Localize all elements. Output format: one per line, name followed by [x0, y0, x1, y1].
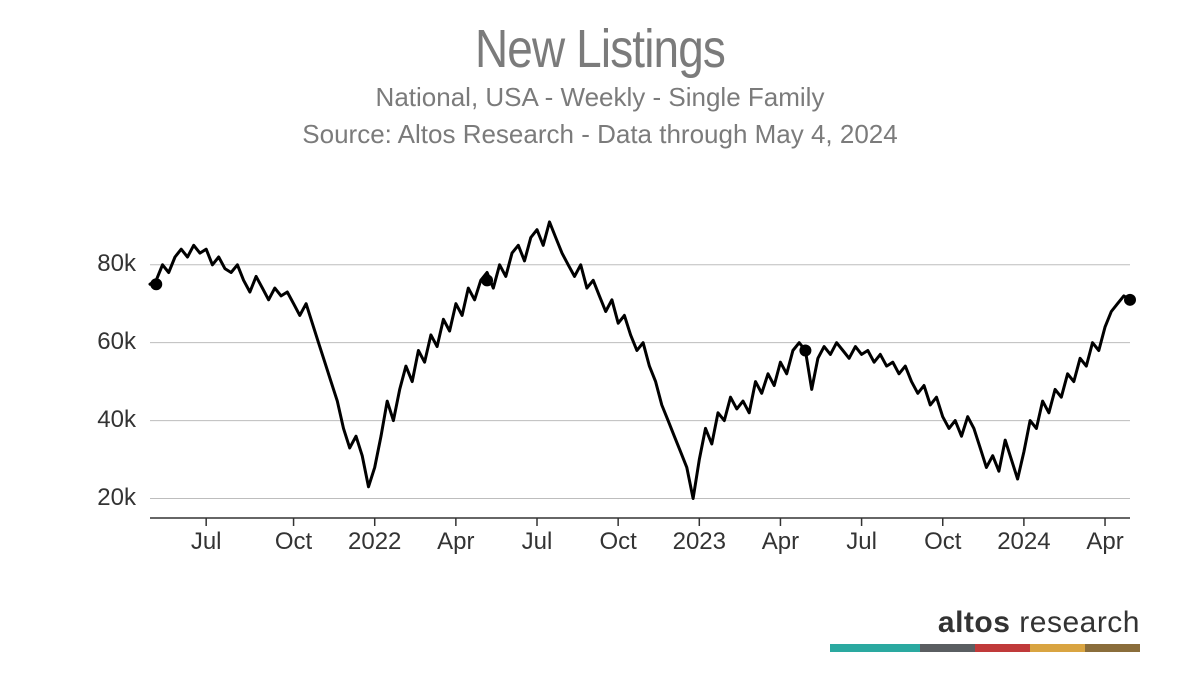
- data-series-line: [150, 222, 1130, 499]
- x-axis-tick-label: Jul: [846, 528, 877, 555]
- logo-text-bold: altos: [938, 606, 1011, 639]
- y-axis-tick-label: 20k: [97, 484, 137, 511]
- logo-bar-segment: [975, 644, 1030, 652]
- chart-source: Source: Altos Research - Data through Ma…: [0, 119, 1200, 150]
- logo-color-bar: [830, 644, 1140, 652]
- chart-title: New Listings: [90, 18, 1110, 80]
- logo-bar-segment: [1085, 644, 1140, 652]
- x-axis-tick-label: Apr: [762, 528, 799, 555]
- logo-bar-segment: [920, 644, 975, 652]
- data-marker-dot: [150, 278, 162, 290]
- y-axis-tick-label: 80k: [97, 250, 137, 277]
- data-marker-dot: [481, 274, 493, 286]
- x-axis-tick-label: 2024: [997, 528, 1050, 555]
- data-marker-dot: [799, 344, 811, 356]
- x-axis-tick-label: Jul: [522, 528, 553, 555]
- data-marker-dot: [1124, 294, 1136, 306]
- x-axis-tick-label: Apr: [1086, 528, 1123, 555]
- y-axis-tick-label: 40k: [97, 406, 137, 433]
- x-axis-tick-label: Oct: [275, 528, 313, 555]
- x-axis-tick-label: Apr: [437, 528, 474, 555]
- x-axis-tick-label: Oct: [924, 528, 962, 555]
- logo-text-light: research: [1010, 606, 1140, 639]
- x-axis-tick-label: Oct: [599, 528, 637, 555]
- x-axis-tick-label: 2022: [348, 528, 401, 555]
- logo-bar-segment: [1030, 644, 1085, 652]
- logo-bar-segment: [830, 644, 920, 652]
- chart-plot-area: 20k40k60k80kJulOct2022AprJulOct2023AprJu…: [90, 218, 1140, 518]
- line-chart-svg: 20k40k60k80kJulOct2022AprJulOct2023AprJu…: [90, 218, 1140, 518]
- chart-subtitle: National, USA - Weekly - Single Family: [0, 82, 1200, 113]
- y-axis-tick-label: 60k: [97, 328, 137, 355]
- x-axis-tick-label: Jul: [191, 528, 222, 555]
- x-axis-tick-label: 2023: [673, 528, 726, 555]
- brand-logo: altos research: [830, 606, 1140, 652]
